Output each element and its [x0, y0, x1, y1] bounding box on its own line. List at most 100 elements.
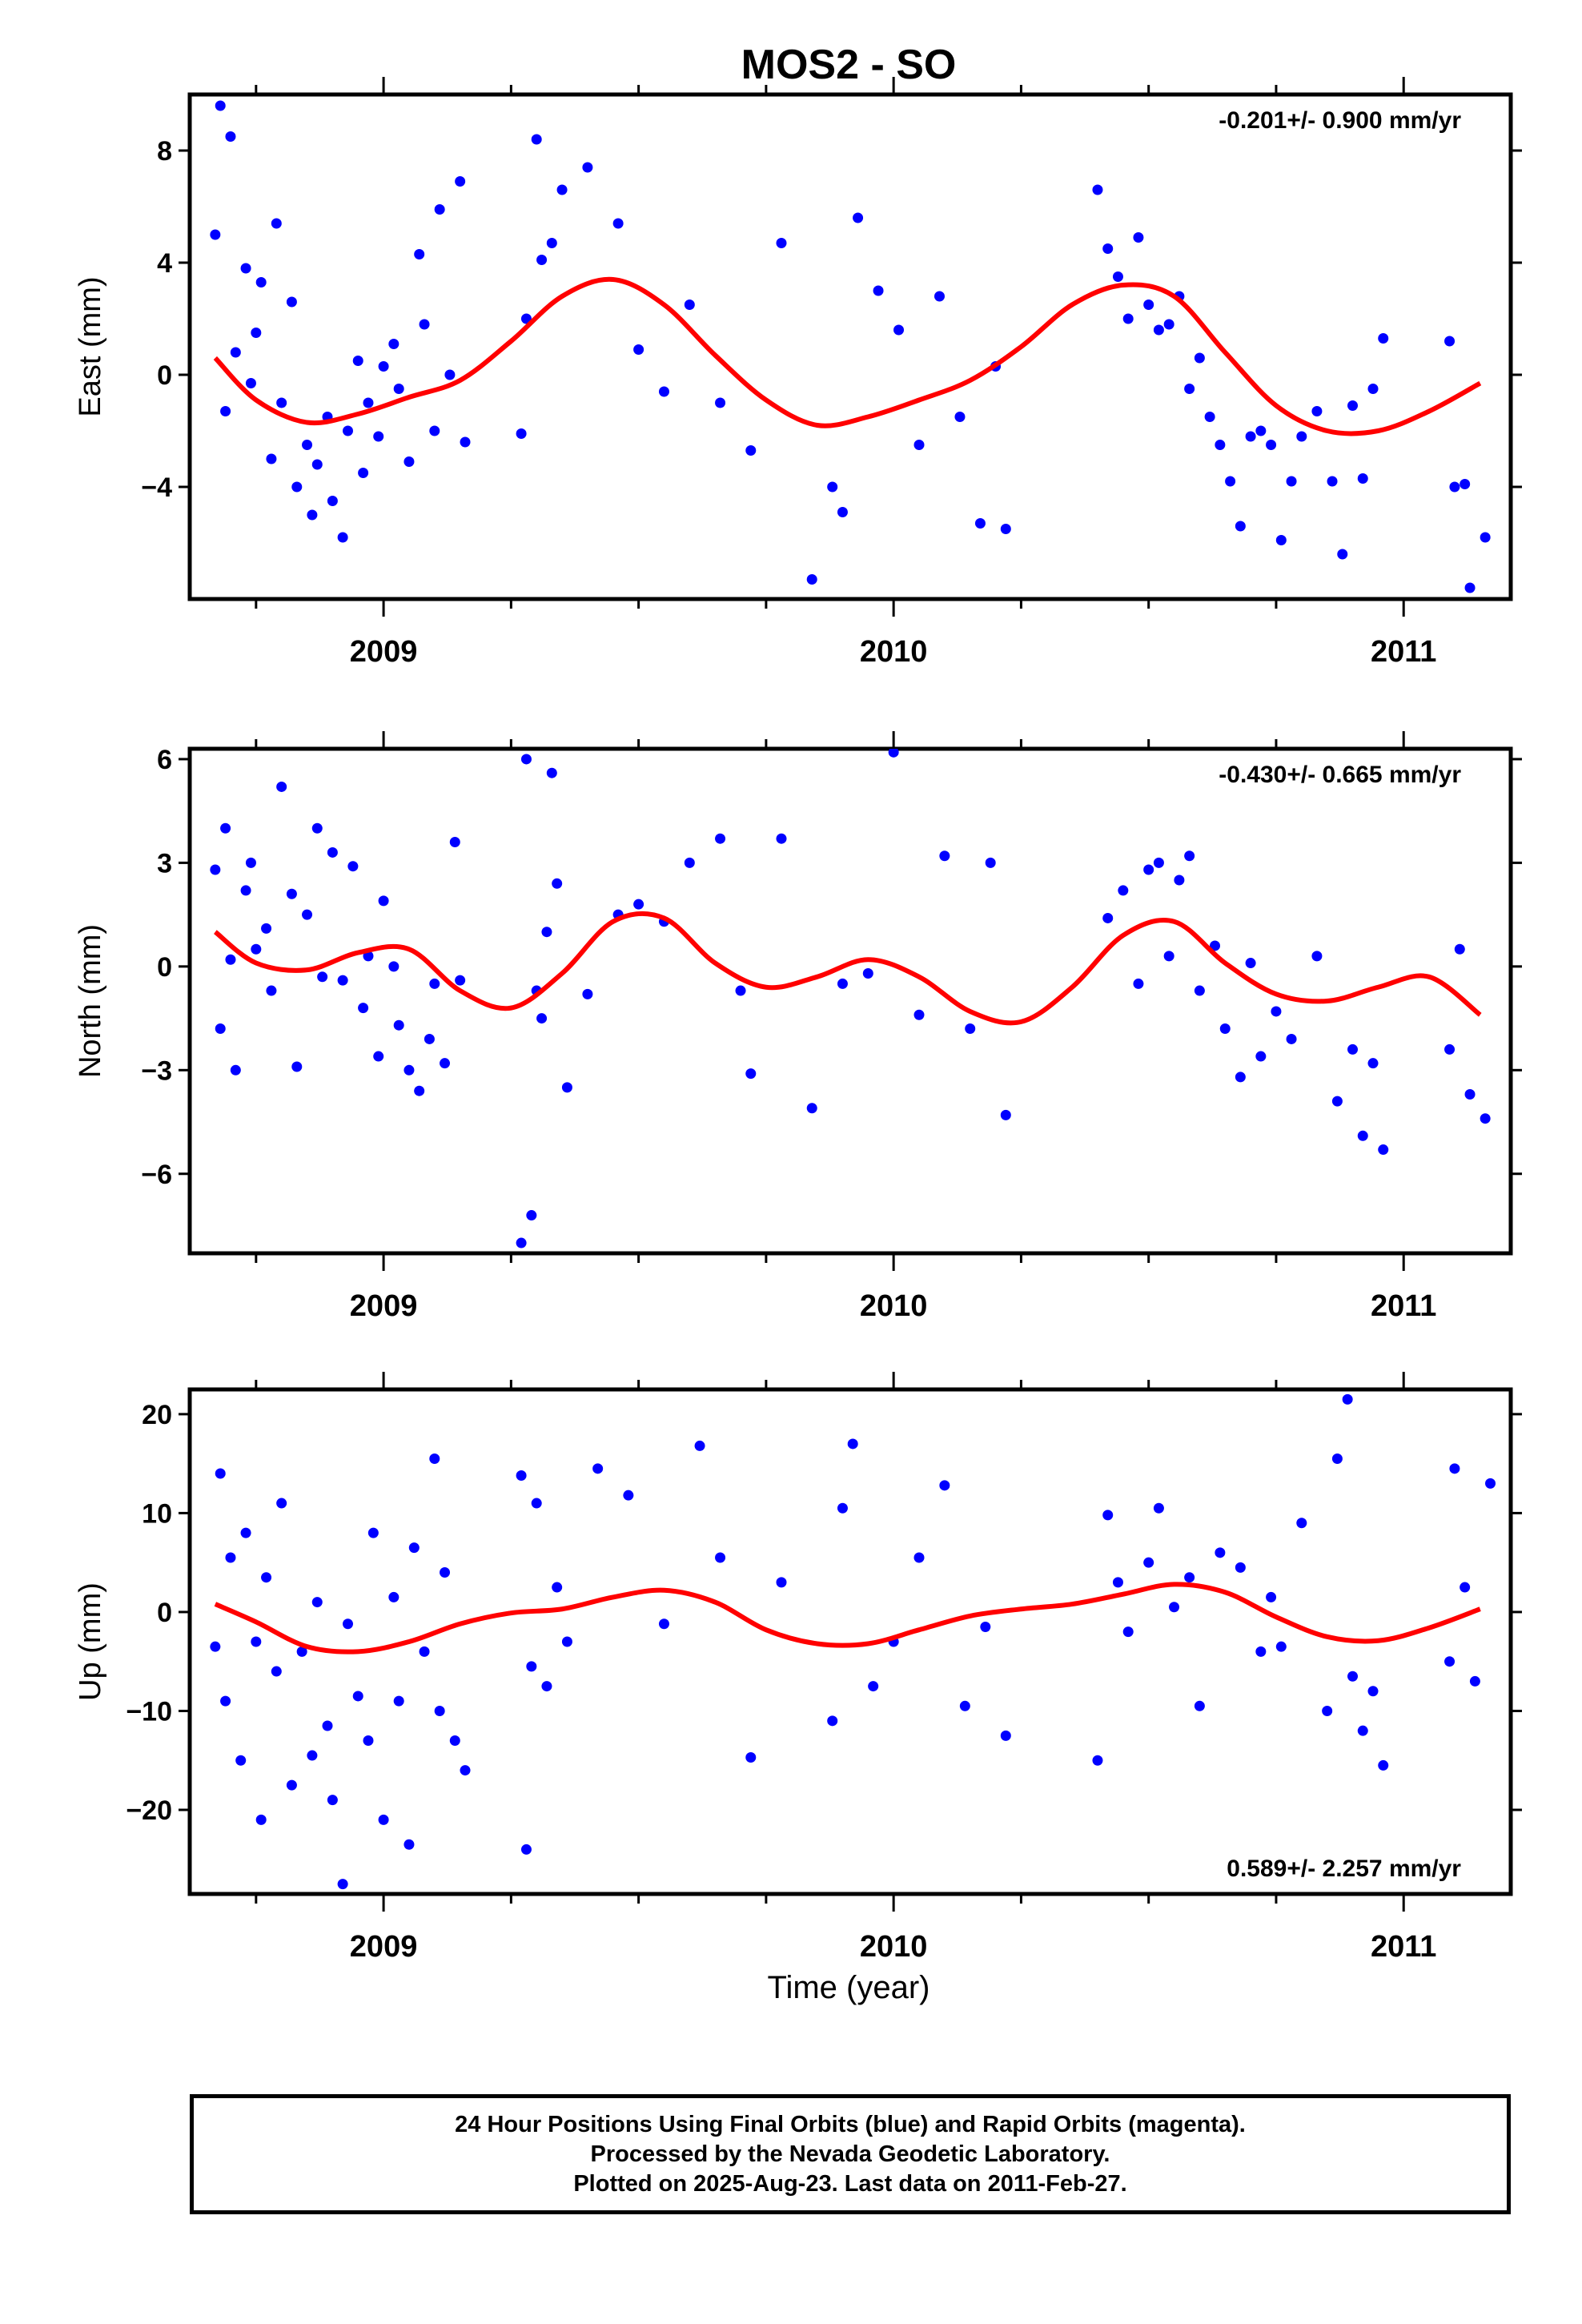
x-axis-label: Time (year) — [768, 1970, 930, 2005]
north-data-point — [1255, 1051, 1267, 1062]
north-data-point — [1286, 1033, 1297, 1044]
east-data-point — [516, 428, 527, 439]
east-data-point — [302, 440, 313, 450]
east-data-point — [913, 440, 925, 450]
north-data-point — [1271, 1006, 1282, 1017]
east-data-point — [1255, 425, 1267, 436]
east-data-point — [307, 509, 318, 521]
up-data-point — [1266, 1591, 1277, 1602]
up-data-point — [980, 1621, 991, 1632]
up-data-point — [342, 1618, 353, 1630]
up-data-point — [541, 1681, 552, 1692]
north-data-point — [1118, 885, 1129, 896]
up-data-point — [827, 1715, 838, 1727]
north-data-point — [327, 846, 338, 858]
north-data-point — [1480, 1113, 1491, 1124]
up-data-point — [363, 1735, 374, 1747]
north-xtick-label: 2011 — [1371, 1289, 1436, 1323]
up-data-point — [1092, 1755, 1103, 1766]
east-data-point — [414, 249, 425, 259]
up-data-point — [1444, 1656, 1456, 1667]
east-ytick-label: 4 — [157, 248, 172, 279]
north-data-point — [337, 975, 348, 986]
east-data-point — [1163, 319, 1174, 330]
north-data-point — [230, 1064, 241, 1076]
north-data-point — [985, 857, 996, 868]
up-data-point — [408, 1542, 420, 1554]
east-data-point — [1367, 384, 1379, 394]
east-data-point — [245, 378, 256, 388]
up-y-axis-label: Up (mm) — [74, 1582, 107, 1701]
east-data-point — [363, 397, 374, 408]
north-y-axis-label: North (mm) — [74, 924, 107, 1078]
east-data-point — [934, 291, 945, 302]
north-data-point — [516, 1237, 527, 1248]
up-data-point — [1143, 1557, 1154, 1568]
east-data-point — [311, 459, 323, 470]
east-data-point — [1235, 521, 1246, 532]
east-data-point — [1194, 352, 1205, 364]
up-data-point — [745, 1752, 757, 1763]
north-data-point — [536, 1013, 548, 1024]
east-data-point — [531, 134, 542, 145]
up-data-point — [388, 1591, 400, 1602]
east-data-point — [220, 406, 231, 416]
north-ytick-label: −3 — [141, 1055, 172, 1086]
up-data-point — [623, 1490, 634, 1501]
up-data-point — [959, 1700, 970, 1711]
north-data-point — [302, 909, 313, 920]
east-data-point — [1204, 412, 1215, 422]
north-data-point — [388, 961, 400, 972]
up-data-point — [393, 1695, 404, 1707]
north-data-point — [1184, 850, 1195, 862]
north-data-point — [317, 971, 328, 983]
east-data-point — [1311, 406, 1323, 416]
up-plot-frame — [187, 1387, 1513, 1896]
east-rate-label: -0.201+/- 0.900 mm/yr — [1219, 107, 1461, 134]
east-data-point — [1153, 324, 1164, 336]
east-ytick-label: 8 — [157, 136, 172, 167]
east-data-point — [546, 238, 557, 248]
up-data-point — [837, 1502, 848, 1514]
north-data-point — [633, 899, 644, 910]
up-data-point — [1112, 1577, 1123, 1588]
east-data-point — [658, 386, 669, 397]
east-data-point — [373, 431, 384, 442]
east-data-point — [873, 285, 884, 296]
east-data-point — [1215, 440, 1226, 450]
east-data-point — [1464, 582, 1476, 593]
east-ytick-label: 0 — [157, 360, 172, 391]
east-data-point — [1275, 535, 1287, 545]
east-data-point — [230, 347, 241, 358]
north-data-point — [1378, 1144, 1389, 1156]
east-data-point — [240, 263, 251, 274]
up-data-point — [429, 1453, 440, 1464]
east-data-point — [1480, 532, 1491, 543]
up-data-point — [225, 1552, 236, 1563]
up-rate-label: 0.589+/- 2.257 mm/yr — [1227, 1856, 1461, 1882]
east-data-point — [434, 204, 445, 215]
up-data-point — [715, 1552, 726, 1563]
north-data-point — [311, 822, 323, 834]
north-data-point — [552, 878, 563, 889]
north-data-point — [393, 1019, 404, 1031]
east-data-point — [276, 397, 287, 408]
north-data-point — [1102, 912, 1114, 923]
up-data-point — [847, 1438, 858, 1449]
up-data-point — [1275, 1641, 1287, 1652]
north-data-point — [245, 857, 256, 868]
north-data-point — [1464, 1089, 1476, 1100]
up-data-point — [1215, 1547, 1226, 1558]
north-data-point — [1311, 951, 1323, 962]
up-data-point — [1235, 1562, 1246, 1573]
east-data-point — [954, 412, 966, 422]
up-data-point — [592, 1463, 604, 1474]
up-data-point — [240, 1527, 251, 1538]
north-data-point — [363, 951, 374, 962]
caption-line-2: Processed by the Nevada Geodetic Laborat… — [590, 2141, 1110, 2167]
north-data-point — [684, 857, 695, 868]
up-data-point — [1322, 1705, 1333, 1716]
east-plot-frame — [187, 92, 1513, 601]
up-data-point — [1378, 1759, 1389, 1771]
up-data-point — [1255, 1646, 1267, 1657]
